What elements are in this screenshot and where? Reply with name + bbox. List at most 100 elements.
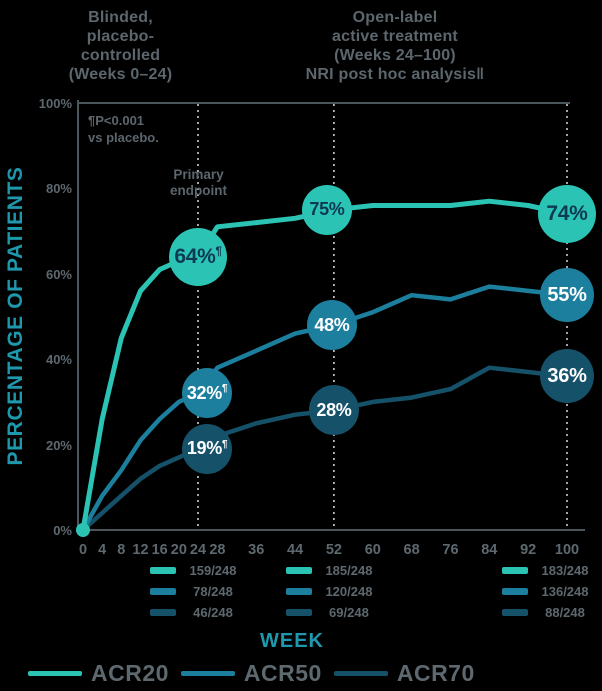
x-tick-16: 16 bbox=[151, 542, 168, 558]
header-line: NRI post hoc analysis‖ bbox=[305, 66, 485, 83]
series-swatch-ACR50 bbox=[150, 588, 176, 595]
series-line-ACR20 bbox=[80, 198, 570, 533]
bubble-value: 48% bbox=[314, 314, 350, 335]
bubble-value: 55% bbox=[547, 283, 587, 306]
series-swatch-ACR50 bbox=[502, 588, 528, 595]
fraction-row-ACR70: 69/248 bbox=[285, 605, 379, 620]
pvalue-marker: ¶ bbox=[221, 438, 228, 450]
legend-label: ACR70 bbox=[396, 660, 475, 686]
y-tick-60%: 60% bbox=[45, 266, 72, 282]
fraction-value: 120/248 bbox=[325, 584, 373, 599]
y-tick-20%: 20% bbox=[45, 437, 72, 453]
x-tick-4: 4 bbox=[98, 542, 107, 558]
y-tick-80%: 80% bbox=[45, 181, 72, 197]
bubble-value: 75% bbox=[309, 199, 345, 220]
pvalue-marker: ¶ bbox=[215, 245, 222, 258]
x-axis-title: WEEK bbox=[260, 630, 324, 652]
series-swatch-ACR70 bbox=[150, 609, 176, 616]
x-tick-68: 68 bbox=[403, 542, 420, 558]
fraction-value: 46/248 bbox=[193, 605, 233, 620]
x-tick-28: 28 bbox=[209, 542, 226, 558]
y-tick-40%: 40% bbox=[45, 352, 72, 368]
pvalue-line: vs placebo. bbox=[88, 130, 159, 145]
legend-item-ACR70: ACR70 bbox=[333, 660, 475, 687]
bubble-ACR50-week-24: 32% ¶ bbox=[182, 368, 232, 419]
origin-dot bbox=[76, 523, 90, 537]
x-tick-44: 44 bbox=[287, 542, 304, 558]
fraction-row-ACR50: 78/248 bbox=[150, 584, 243, 599]
bubble-ACR50-week-100: 55% bbox=[540, 268, 594, 323]
x-tick-84: 84 bbox=[481, 542, 498, 558]
series-line-ACR70 bbox=[80, 365, 570, 533]
series-line-ACR50 bbox=[80, 284, 570, 533]
bubble-ACR70-week-52: 28% bbox=[308, 385, 359, 436]
series-swatch-ACR70 bbox=[285, 609, 312, 616]
fraction-row-ACR20: 183/248 bbox=[502, 563, 595, 578]
x-tick-100: 100 bbox=[554, 542, 580, 558]
x-tick-8: 8 bbox=[117, 542, 126, 558]
bubble-ACR50-week-52: 48% bbox=[306, 300, 357, 351]
bubble-value: 74% bbox=[546, 202, 588, 226]
x-tick-20: 20 bbox=[170, 542, 187, 558]
header-line: Blinded, bbox=[88, 9, 153, 26]
series-swatch-ACR20 bbox=[502, 567, 528, 574]
bubble-ACR70-week-100: 36% bbox=[540, 349, 594, 404]
x-tick-0: 0 bbox=[78, 542, 88, 558]
bubble-value: 36% bbox=[547, 364, 587, 387]
fraction-value: 78/248 bbox=[193, 584, 233, 599]
bubble-ACR70-week-24: 19% ¶ bbox=[182, 423, 232, 474]
legend-label: ACR50 bbox=[243, 660, 322, 686]
fractions-week-100: 183/248 136/248 88/248 bbox=[502, 563, 595, 620]
y-tick-0%: 0% bbox=[53, 523, 72, 538]
header-line: Open-label bbox=[352, 9, 438, 26]
fraction-value: 159/248 bbox=[189, 563, 237, 578]
fractions-week-52: 185/248 120/248 69/248 bbox=[285, 563, 379, 620]
fraction-value: 183/248 bbox=[541, 563, 589, 578]
legend-label: ACR20 bbox=[91, 660, 169, 686]
fraction-row-ACR50: 120/248 bbox=[285, 584, 379, 599]
series-legend: ACR20 ACR50 ACR70 bbox=[28, 660, 475, 687]
legend-line-ACR20 bbox=[28, 671, 82, 676]
legend-item-ACR20: ACR20 bbox=[28, 660, 169, 687]
fractions-week-24: 159/248 78/248 46/248 bbox=[150, 563, 243, 620]
fraction-value: 88/248 bbox=[545, 605, 585, 620]
bubble-ACR20-week-100: 74% bbox=[538, 185, 596, 244]
pvalue-marker: ¶ bbox=[221, 383, 228, 395]
bubble-value: 19% bbox=[186, 438, 222, 459]
bubble-value: 64% bbox=[174, 244, 216, 268]
series-swatch-ACR50 bbox=[285, 588, 312, 595]
header-line: placebo- bbox=[86, 28, 155, 45]
x-tick-60: 60 bbox=[364, 542, 381, 558]
legend-item-ACR50: ACR50 bbox=[180, 660, 322, 687]
x-tick-52: 52 bbox=[325, 542, 343, 558]
series-swatch-ACR20 bbox=[285, 567, 312, 574]
bubble-value: 32% bbox=[186, 382, 222, 403]
pvalue-line: ¶P<0.001 bbox=[88, 113, 145, 128]
header-line: controlled bbox=[80, 47, 161, 64]
fraction-row-ACR70: 88/248 bbox=[502, 605, 595, 620]
primary-endpoint-label: Primary endpoint bbox=[156, 167, 241, 199]
bubble-value: 28% bbox=[316, 399, 352, 420]
bubble-ACR20-week-24: 64% ¶ bbox=[169, 227, 227, 286]
x-tick-76: 76 bbox=[442, 542, 459, 558]
fraction-value: 185/248 bbox=[325, 563, 373, 578]
pvalue-footnote: ¶P<0.001 vs placebo. bbox=[88, 112, 159, 146]
fraction-row-ACR70: 46/248 bbox=[150, 605, 243, 620]
x-tick-92: 92 bbox=[520, 542, 537, 558]
y-tick-100%: 100% bbox=[38, 96, 72, 111]
fraction-value: 69/248 bbox=[329, 605, 369, 620]
x-tick-24: 24 bbox=[189, 542, 207, 558]
series-swatch-ACR20 bbox=[150, 567, 176, 574]
header-line: (Weeks 24–100) bbox=[334, 47, 456, 64]
bubble-ACR20-week-52: 75% bbox=[301, 184, 352, 235]
endpoint-line: endpoint bbox=[170, 183, 227, 198]
series-swatch-ACR70 bbox=[502, 609, 528, 616]
fraction-row-ACR20: 159/248 bbox=[150, 563, 243, 578]
fraction-row-ACR50: 136/248 bbox=[502, 584, 595, 599]
fraction-value: 136/248 bbox=[541, 584, 589, 599]
header-line: active treatment bbox=[332, 28, 458, 45]
fraction-row-ACR20: 185/248 bbox=[285, 563, 379, 578]
header-open-label-phase: Open-label active treatment (Weeks 24–10… bbox=[280, 8, 510, 84]
endpoint-line: Primary bbox=[173, 167, 224, 182]
